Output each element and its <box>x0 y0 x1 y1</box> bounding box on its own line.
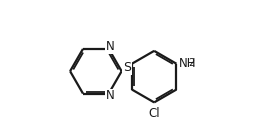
Text: N: N <box>105 89 114 102</box>
Text: Cl: Cl <box>148 107 160 120</box>
Text: NH: NH <box>179 57 197 70</box>
Text: N: N <box>105 40 114 53</box>
Text: 2: 2 <box>188 58 194 68</box>
Text: S: S <box>123 61 131 74</box>
